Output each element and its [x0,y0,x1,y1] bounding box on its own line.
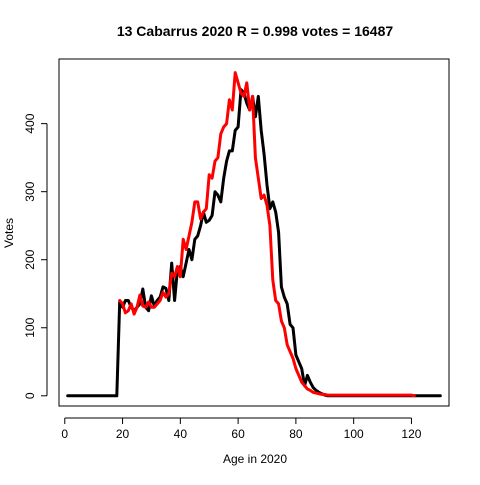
y-tick-label: 400 [23,113,37,133]
x-tick-label: 120 [401,427,421,441]
plot-frame [58,58,450,407]
x-tick-label: 0 [61,427,68,441]
x-tick-label: 100 [344,427,364,441]
y-tick-label: 200 [23,249,37,269]
x-axis-label: Age in 2020 [223,452,287,466]
y-tick-label: 300 [23,181,37,201]
x-axis: 0 20 40 60 80 100 120 [61,417,422,441]
series-layer [66,71,442,398]
y-tick-label: 0 [23,392,37,399]
series-line-2 [118,71,416,398]
x-tick-label: 80 [289,427,303,441]
y-axis-label: Votes [2,218,16,248]
y-axis: 0 100 200 300 400 [23,113,48,399]
x-tick-label: 60 [231,427,245,441]
x-tick-label: 40 [174,427,188,441]
chart-title: 13 Cabarrus 2020 R = 0.998 votes = 16487 [117,23,394,39]
y-tick-label: 100 [23,317,37,337]
x-tick-label: 20 [116,427,130,441]
